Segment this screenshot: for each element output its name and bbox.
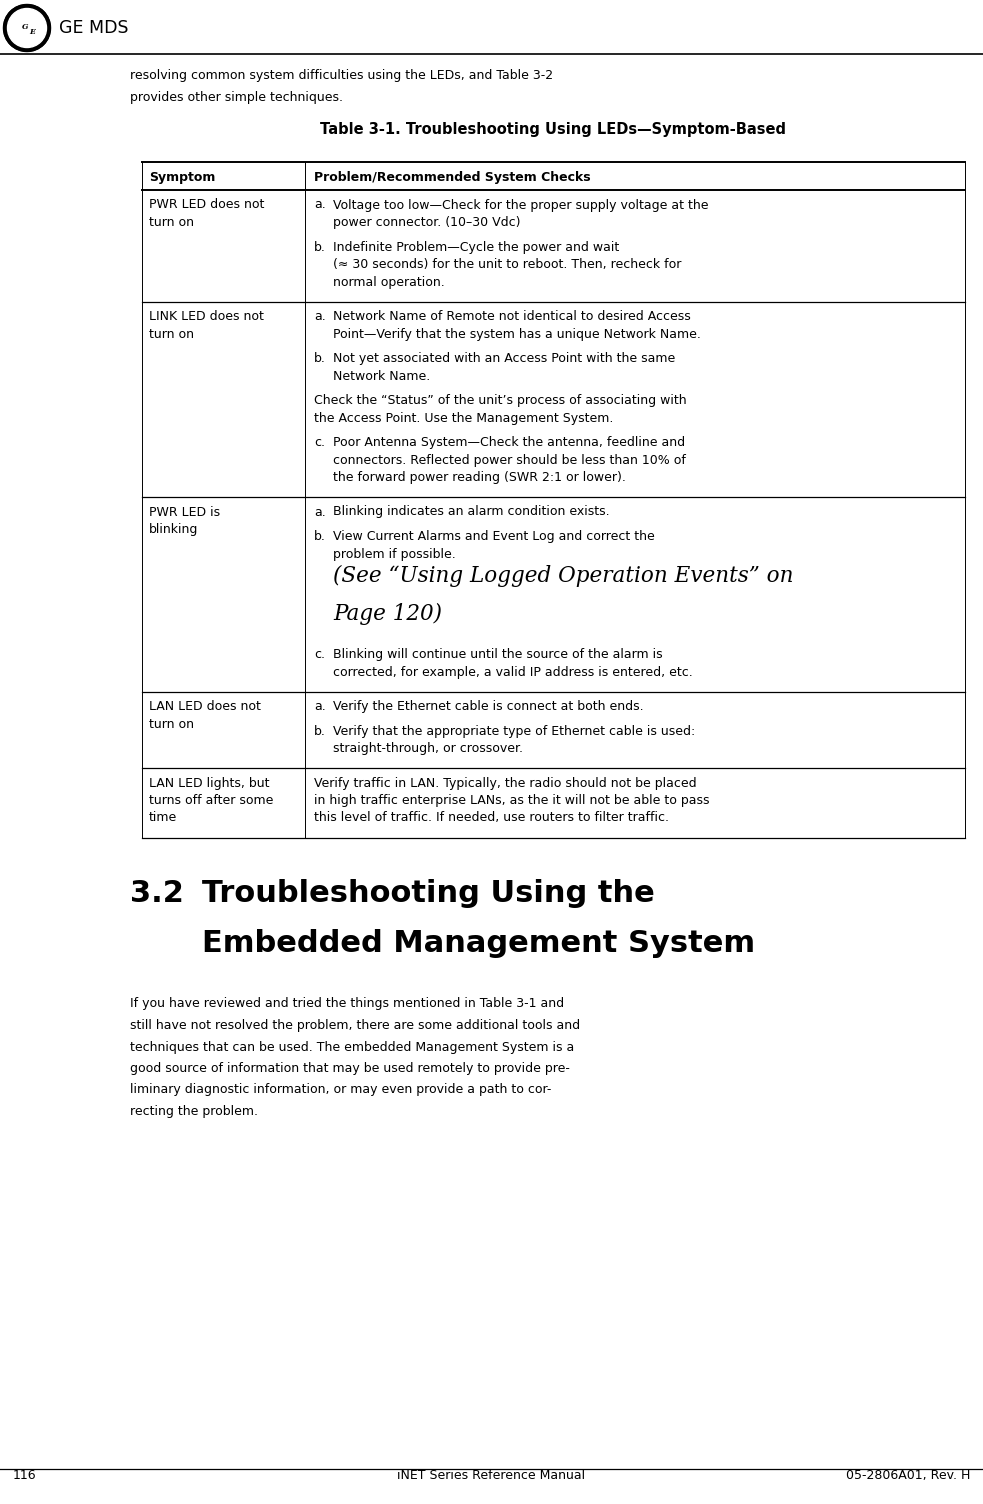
- Text: straight-through, or crossover.: straight-through, or crossover.: [333, 741, 523, 755]
- Text: the Access Point. Use the Management System.: the Access Point. Use the Management Sys…: [314, 412, 613, 424]
- Text: GE MDS: GE MDS: [59, 20, 129, 38]
- Text: normal operation.: normal operation.: [333, 275, 444, 289]
- Text: b.: b.: [314, 725, 326, 737]
- Text: Voltage too low—Check for the proper supply voltage at the: Voltage too low—Check for the proper sup…: [333, 199, 709, 212]
- Text: 116: 116: [13, 1469, 36, 1481]
- Text: Indefinite Problem—Cycle the power and wait: Indefinite Problem—Cycle the power and w…: [333, 241, 619, 254]
- Text: corrected, for example, a valid IP address is entered, etc.: corrected, for example, a valid IP addre…: [333, 665, 693, 678]
- Text: Blinking indicates an alarm condition exists.: Blinking indicates an alarm condition ex…: [333, 505, 609, 519]
- Text: liminary diagnostic information, or may even provide a path to cor-: liminary diagnostic information, or may …: [130, 1083, 551, 1096]
- Text: Network Name.: Network Name.: [333, 370, 431, 382]
- Text: b.: b.: [314, 352, 326, 365]
- Text: 3.2: 3.2: [130, 880, 184, 908]
- Circle shape: [8, 9, 46, 48]
- Text: LINK LED does not: LINK LED does not: [149, 310, 263, 323]
- Text: c.: c.: [314, 648, 325, 660]
- Text: View Current Alarms and Event Log and correct the: View Current Alarms and Event Log and co…: [333, 529, 655, 543]
- Text: Problem/Recommended System Checks: Problem/Recommended System Checks: [314, 170, 591, 183]
- Text: turn on: turn on: [149, 217, 194, 229]
- Text: (See “Using Logged Operation Events” on: (See “Using Logged Operation Events” on: [333, 566, 793, 587]
- Text: still have not resolved the problem, there are some additional tools and: still have not resolved the problem, the…: [130, 1020, 580, 1032]
- Text: a.: a.: [314, 505, 325, 519]
- Text: techniques that can be used. The embedded Management System is a: techniques that can be used. The embedde…: [130, 1041, 574, 1053]
- Text: If you have reviewed and tried the things mentioned in Table 3-1 and: If you have reviewed and tried the thing…: [130, 997, 564, 1011]
- Text: Troubleshooting Using the: Troubleshooting Using the: [202, 880, 655, 908]
- Text: iNET Series Reference Manual: iNET Series Reference Manual: [397, 1469, 586, 1481]
- Text: 05-2806A01, Rev. H: 05-2806A01, Rev. H: [845, 1469, 970, 1481]
- Text: a.: a.: [314, 199, 325, 212]
- Text: a.: a.: [314, 699, 325, 713]
- Text: turns off after some: turns off after some: [149, 794, 273, 808]
- Text: Table 3-1. Troubleshooting Using LEDs—Symptom-Based: Table 3-1. Troubleshooting Using LEDs—Sy…: [320, 122, 786, 137]
- Text: Poor Antenna System—Check the antenna, feedline and: Poor Antenna System—Check the antenna, f…: [333, 436, 685, 450]
- Text: time: time: [149, 812, 177, 824]
- Text: in high traffic enterprise LANs, as the it will not be able to pass: in high traffic enterprise LANs, as the …: [314, 794, 710, 808]
- Text: LAN LED lights, but: LAN LED lights, but: [149, 776, 269, 790]
- Text: connectors. Reflected power should be less than 10% of: connectors. Reflected power should be le…: [333, 454, 686, 466]
- Text: blinking: blinking: [149, 523, 199, 535]
- Text: PWR LED is: PWR LED is: [149, 505, 220, 519]
- Text: Page 120): Page 120): [333, 603, 442, 626]
- Text: Verify traffic in LAN. Typically, the radio should not be placed: Verify traffic in LAN. Typically, the ra…: [314, 776, 697, 790]
- Text: Embedded Management System: Embedded Management System: [202, 929, 755, 958]
- Text: resolving common system difficulties using the LEDs, and Table 3-2: resolving common system difficulties usi…: [130, 69, 553, 83]
- Text: power connector. (10–30 Vdc): power connector. (10–30 Vdc): [333, 217, 521, 229]
- Text: E: E: [29, 29, 35, 36]
- Text: provides other simple techniques.: provides other simple techniques.: [130, 92, 343, 104]
- Text: Not yet associated with an Access Point with the same: Not yet associated with an Access Point …: [333, 352, 675, 365]
- Text: Check the “Status” of the unit’s process of associating with: Check the “Status” of the unit’s process…: [314, 394, 686, 408]
- Text: problem if possible.: problem if possible.: [333, 547, 456, 561]
- Text: Symptom: Symptom: [149, 170, 215, 183]
- Text: PWR LED does not: PWR LED does not: [149, 199, 264, 212]
- Text: Verify the Ethernet cable is connect at both ends.: Verify the Ethernet cable is connect at …: [333, 699, 644, 713]
- Text: good source of information that may be used remotely to provide pre-: good source of information that may be u…: [130, 1062, 570, 1075]
- Text: c.: c.: [314, 436, 325, 450]
- Text: Blinking will continue until the source of the alarm is: Blinking will continue until the source …: [333, 648, 663, 660]
- Text: (≈ 30 seconds) for the unit to reboot. Then, recheck for: (≈ 30 seconds) for the unit to reboot. T…: [333, 259, 681, 271]
- Text: turn on: turn on: [149, 717, 194, 731]
- Text: turn on: turn on: [149, 328, 194, 340]
- Text: the forward power reading (SWR 2:1 or lower).: the forward power reading (SWR 2:1 or lo…: [333, 471, 626, 484]
- Text: a.: a.: [314, 310, 325, 323]
- Text: Verify that the appropriate type of Ethernet cable is used:: Verify that the appropriate type of Ethe…: [333, 725, 695, 737]
- Text: recting the problem.: recting the problem.: [130, 1105, 258, 1117]
- Text: Network Name of Remote not identical to desired Access: Network Name of Remote not identical to …: [333, 310, 691, 323]
- Text: G: G: [22, 23, 29, 32]
- Text: Point—Verify that the system has a unique Network Name.: Point—Verify that the system has a uniqu…: [333, 328, 701, 340]
- Text: LAN LED does not: LAN LED does not: [149, 699, 260, 713]
- Text: b.: b.: [314, 241, 326, 254]
- Text: this level of traffic. If needed, use routers to filter traffic.: this level of traffic. If needed, use ro…: [314, 812, 669, 824]
- Text: b.: b.: [314, 529, 326, 543]
- Circle shape: [4, 5, 50, 51]
